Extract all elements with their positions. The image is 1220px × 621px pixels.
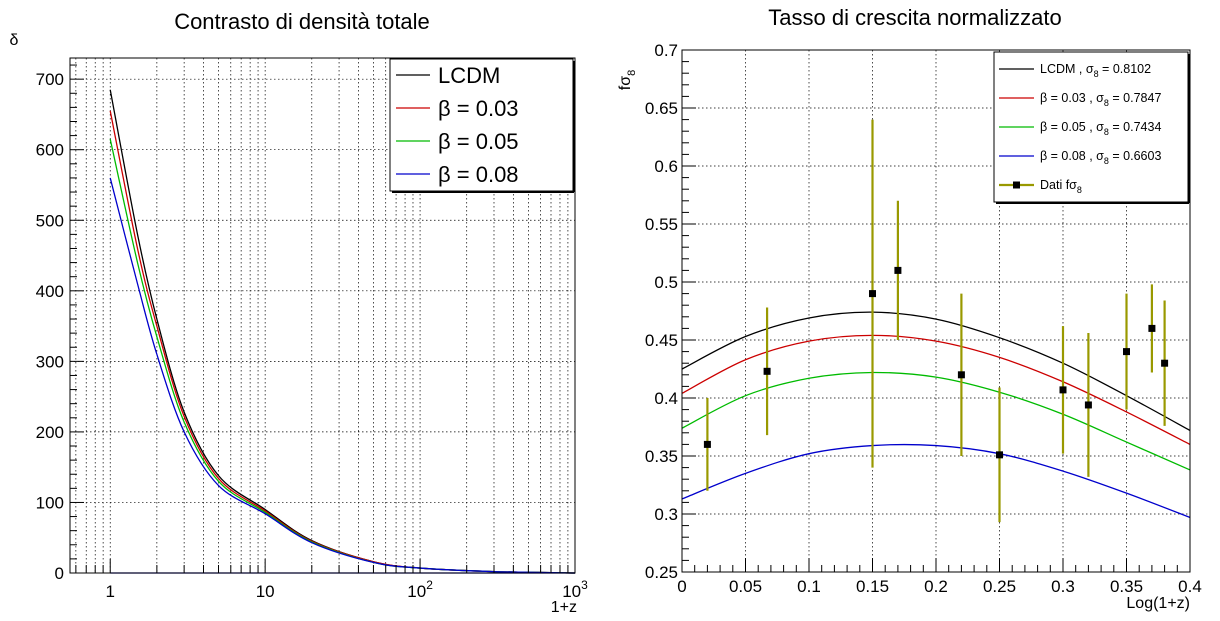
right-x-tick-label: 0.35 <box>1110 577 1143 596</box>
left-x-axis-title: 1+z <box>551 599 577 616</box>
right-y-tick-label: 0.65 <box>645 99 678 118</box>
right-x-axis-title: Log(1+z) <box>1126 595 1190 612</box>
right-legend-marker <box>1013 181 1020 189</box>
left-plot-frame <box>69 57 576 574</box>
right-data-point-6 <box>1059 386 1067 394</box>
right-data-point-10 <box>1161 359 1169 367</box>
left-y-tick-label: 500 <box>36 211 64 230</box>
right-data-point-0 <box>703 440 711 448</box>
left-legend-label-0: LCDM <box>438 63 500 88</box>
right-x-tick-label: 0.2 <box>924 577 948 596</box>
right-y-tick-label: 0.55 <box>645 215 678 234</box>
right-legend-label-3: β = 0.08 , σ8 = 0.6603 <box>1040 149 1161 166</box>
left-y-tick-label: 400 <box>36 282 64 301</box>
left-y-tick-label: 600 <box>36 141 64 160</box>
left-y-tick-label: 700 <box>36 70 64 89</box>
right-y-tick-label: 0.6 <box>654 157 678 176</box>
right-y-tick-label: 0.35 <box>645 447 678 466</box>
left-x-tick-label: 102 <box>407 578 433 601</box>
left-axis-ticks: 0 100 200 300 400 500 600 700 1 10 102 103 <box>36 64 588 601</box>
right-x-tick-label: 0.4 <box>1178 577 1202 596</box>
right-y-tick-label: 0.25 <box>645 563 678 582</box>
right-series-line-0 <box>681 311 1191 432</box>
right-y-axis-title: fσ8 <box>617 70 638 90</box>
right-y-axis-title-main: fσ <box>617 76 634 90</box>
right-chart-panel: Tasso di crescita normalizzato fσ8 Log(1… <box>617 5 1202 612</box>
right-series-lines <box>681 311 1191 519</box>
right-data-points <box>703 119 1169 523</box>
right-axis-ticks: 0 0.05 0.1 0.15 0.2 0.25 0.3 0.35 0.4 0.25 0.3 0.35… <box>645 41 1202 596</box>
left-chart-title: Contrasto di densità totale <box>174 9 430 34</box>
right-data-point-3 <box>894 266 902 274</box>
right-legend-label-0: LCDM , σ8 = 0.8102 <box>1040 62 1151 79</box>
right-x-tick-label: 0.1 <box>797 577 821 596</box>
right-x-tick-label: 0 <box>677 577 686 596</box>
right-data-point-1 <box>763 367 771 375</box>
left-grid <box>70 58 575 573</box>
left-x-tick-label: 1 <box>105 582 114 601</box>
right-y-tick-label: 0.3 <box>654 505 678 524</box>
right-plot-frame <box>681 49 1191 573</box>
right-data-point-8 <box>1123 348 1130 356</box>
right-data-point-9 <box>1148 324 1156 332</box>
left-series-line-3 <box>109 177 576 574</box>
left-y-tick-label: 100 <box>36 493 64 512</box>
right-y-axis-title-sub: 8 <box>626 70 638 76</box>
left-chart-panel: Contrasto di densità totale δ 1+z 0 100 20… <box>10 9 589 616</box>
right-data-point-2 <box>869 290 876 298</box>
right-y-tick-label: 0.7 <box>654 41 678 60</box>
left-legend: LCDM β = 0.03 β = 0.05 β = 0.08 <box>389 58 575 193</box>
right-y-tick-label: 0.45 <box>645 331 678 350</box>
right-data-point-7 <box>1084 401 1092 409</box>
left-x-tick-label: 10 <box>256 582 275 601</box>
right-legend: LCDM , σ8 = 0.8102 β = 0.03 , σ8 = 0.7847… <box>993 51 1190 204</box>
right-chart-title: Tasso di crescita normalizzato <box>768 5 1061 30</box>
left-y-tick-label: 200 <box>36 423 64 442</box>
left-legend-label-1: β = 0.03 <box>438 96 519 121</box>
left-legend-label-2: β = 0.05 <box>438 129 519 154</box>
right-series-line-2 <box>681 371 1191 471</box>
left-y-tick-label: 300 <box>36 352 64 371</box>
left-y-axis-title: δ <box>10 32 19 49</box>
right-data-point-5 <box>996 451 1003 459</box>
right-legend-label-2: β = 0.05 , σ8 = 0.7434 <box>1040 120 1161 137</box>
right-x-tick-label: 0.15 <box>856 577 889 596</box>
right-series-line-1 <box>681 334 1191 445</box>
right-legend-label-1: β = 0.03 , σ8 = 0.7847 <box>1040 91 1161 108</box>
left-series-line-2 <box>109 138 576 574</box>
left-y-tick-label: 0 <box>55 564 64 583</box>
left-x-tick-label: 103 <box>562 578 588 601</box>
right-y-tick-label: 0.4 <box>654 389 678 408</box>
left-legend-label-3: β = 0.08 <box>438 162 519 187</box>
right-x-tick-label: 0.25 <box>983 577 1016 596</box>
right-data-point-4 <box>957 371 965 379</box>
right-y-tick-label: 0.5 <box>654 273 678 292</box>
right-x-tick-label: 0.05 <box>729 577 762 596</box>
right-x-tick-label: 0.3 <box>1051 577 1075 596</box>
right-legend-label-4: Dati fσ8 <box>1040 178 1082 195</box>
right-series-line-3 <box>681 443 1191 519</box>
